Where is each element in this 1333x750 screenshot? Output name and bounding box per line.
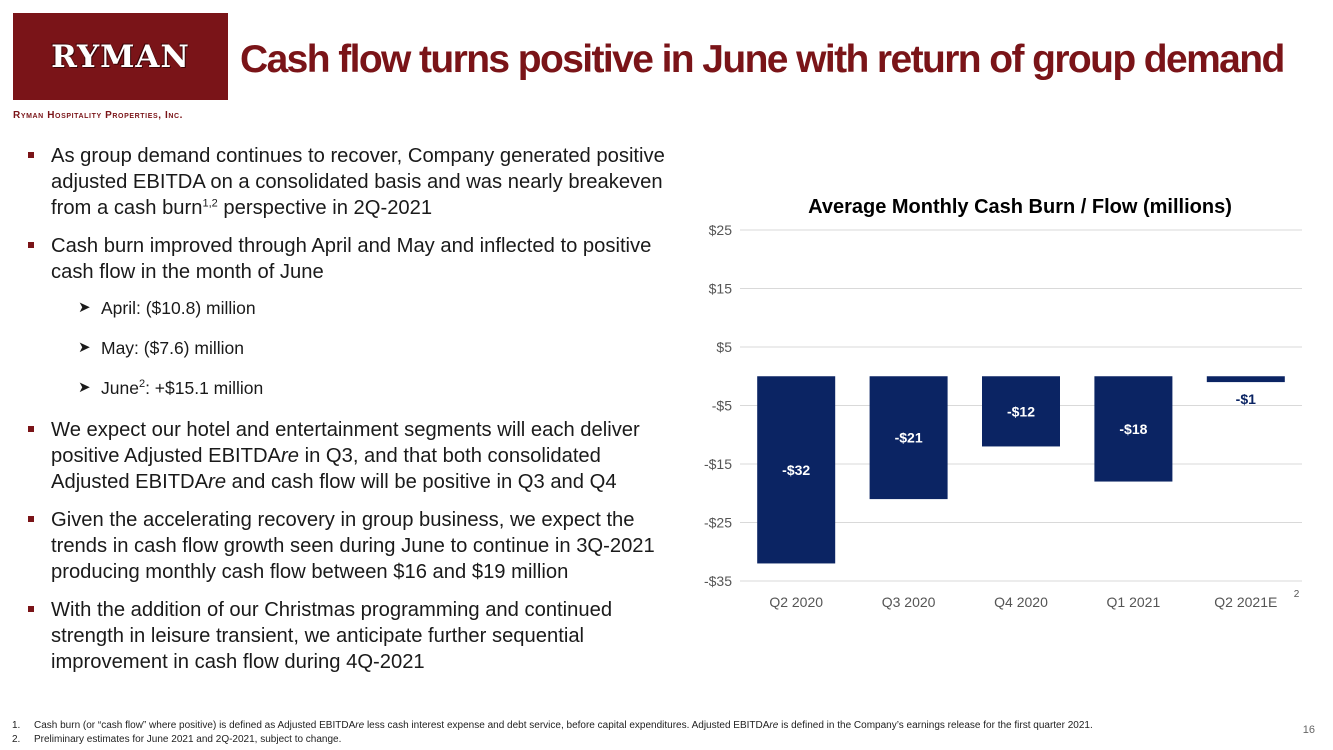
bar [869, 376, 948, 500]
arrow-bullet-icon: ➤ [78, 339, 91, 356]
data-label: -$21 [895, 430, 923, 446]
bullet-item: We expect our hotel and entertainment se… [28, 417, 678, 495]
bullet-square-icon [28, 426, 34, 432]
data-label: -$1 [1236, 391, 1256, 407]
x-tick-label: Q2 2020 [769, 594, 823, 610]
bullet-text: Cash burn improved through April and May… [51, 235, 652, 283]
footnotes: 1. Cash burn (or “cash flow” where positi… [12, 719, 1093, 747]
bullet-text: Given the accelerating recovery in group… [51, 509, 655, 583]
y-tick-label: $25 [709, 222, 733, 238]
data-label: -$18 [1119, 421, 1147, 437]
bullet-text: As group demand continues to recover, Co… [51, 145, 665, 219]
y-tick-label: $15 [709, 281, 733, 297]
bullet-item: With the addition of our Christmas progr… [28, 597, 678, 675]
arrow-bullet-icon: ➤ [78, 379, 91, 396]
bullet-square-icon [28, 606, 34, 612]
page-title: Cash flow turns positive in June with re… [240, 38, 1285, 81]
x-tick-superscript: 2 [1294, 589, 1300, 600]
bullet-list: As group demand continues to recover, Co… [28, 143, 678, 687]
x-tick-label: Q1 2021 [1107, 594, 1161, 610]
sub-bullet-item: ➤ June2: +$15.1 million [28, 377, 678, 399]
bullet-square-icon [28, 242, 34, 248]
y-tick-label: -$15 [704, 456, 732, 472]
footnote-1: 1. Cash burn (or “cash flow” where positi… [12, 719, 1093, 733]
sub-bullet-text: April: ($10.8) million [101, 298, 256, 318]
x-tick-label: Q3 2020 [882, 594, 936, 610]
y-tick-label: $5 [716, 339, 732, 355]
ryman-logo: RYMAN [13, 13, 228, 100]
sub-bullet-item: ➤ April: ($10.8) million [28, 297, 678, 319]
y-tick-label: -$25 [704, 515, 732, 531]
bar [982, 376, 1060, 447]
sub-bullet-item: ➤ May: ($7.6) million [28, 337, 678, 359]
sub-bullet-text: June [101, 378, 139, 398]
bullet-italic: re [281, 445, 299, 467]
bullet-text: We expect our hotel and entertainment se… [51, 419, 640, 467]
bullet-item: As group demand continues to recover, Co… [28, 143, 678, 221]
y-tick-label: -$5 [712, 398, 732, 414]
footnote-text: less cash interest expense and debt serv… [364, 720, 770, 731]
bullet-text: and cash flow will be positive in Q3 and… [226, 471, 617, 493]
bullet-item: Cash burn improved through April and May… [28, 233, 678, 285]
bullet-square-icon [28, 516, 34, 522]
bullet-italic: re [208, 471, 227, 493]
arrow-bullet-icon: ➤ [78, 299, 91, 316]
bullet-square-icon [28, 152, 34, 158]
footnote-italic: re [769, 720, 779, 731]
footnote-number: 2. [12, 734, 21, 745]
footnote-number: 1. [12, 720, 21, 731]
company-name: Ryman Hospitality Properties, Inc. [13, 110, 184, 121]
footnote-ref: 2 [138, 378, 146, 391]
footnote-2: 2. Preliminary estimates for June 2021 an… [12, 733, 1093, 747]
bar-chart: $25 $15 $5 -$5 -$15 -$25 -$35 -$32 Q2 2020 -$21 Q3… [704, 222, 1302, 610]
footnote-text: Preliminary estimates for June 2021 and … [34, 734, 342, 745]
footnote-text: Cash burn (or “cash flow” where positive… [34, 720, 356, 731]
footnote-italic: re [355, 720, 365, 731]
data-label: -$32 [782, 462, 810, 478]
bullet-item: Given the accelerating recovery in group… [28, 507, 678, 585]
footnote-text: is defined in the Company’s earnings rel… [778, 720, 1093, 731]
sub-bullet-text: : +$15.1 million [145, 378, 264, 398]
x-tick-label: Q4 2020 [994, 594, 1048, 610]
bullet-text: With the addition of our Christmas progr… [51, 599, 613, 673]
bar [1094, 376, 1173, 482]
bar [1206, 376, 1285, 383]
bar [757, 376, 836, 564]
y-tick-label: -$35 [704, 573, 732, 589]
data-label: -$12 [1007, 403, 1035, 419]
logo-wordmark: RYMAN [51, 38, 190, 75]
footnote-ref: 1,2 [202, 197, 218, 210]
x-tick-label: Q2 2021E [1214, 594, 1277, 610]
chart-title: Average Monthly Cash Burn / Flow (millio… [808, 196, 1232, 218]
bullet-text: in Q3, and that both consolidated Adjust… [51, 445, 601, 493]
page-number: 16 [1302, 724, 1315, 736]
sub-bullet-text: May: ($7.6) million [101, 338, 244, 358]
bullet-text: perspective in 2Q-2021 [217, 197, 433, 219]
